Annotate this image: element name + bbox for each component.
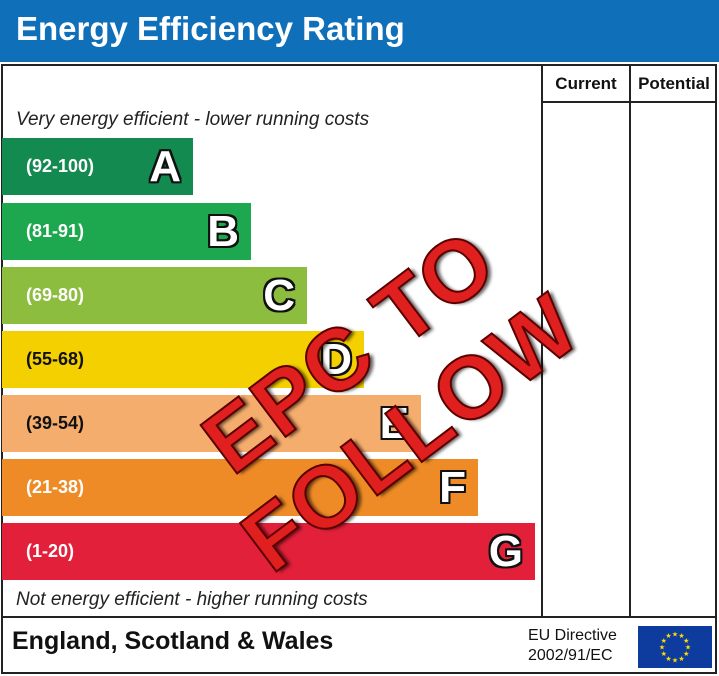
band-range: (55-68) [26,349,85,369]
eu-star-icon: ★ [659,644,665,652]
eu-star-icon: ★ [678,655,684,663]
band-letter: G [488,527,523,576]
region-label: England, Scotland & Wales [12,627,334,655]
eu-star-icon: ★ [685,644,691,652]
band-range: (92-100) [26,156,95,176]
band-range: (39-54) [26,413,85,433]
eu-flag-icon: ★ ★ ★ ★ ★ ★ ★ ★ ★ ★ ★ ★ [638,626,712,668]
column-header-divider [541,101,717,103]
caption-top: Very energy efficient - lower running co… [16,109,370,130]
band-range: (1-20) [26,541,75,561]
eu-star-icon: ★ [683,650,689,658]
band-g: (1-20) G [2,523,535,580]
eu-star-icon: ★ [683,637,689,645]
eu-star-icon: ★ [678,632,684,640]
band-letter: B [207,207,239,256]
eu-directive-line1: EU Directive [528,627,617,644]
eu-star-icon: ★ [672,631,678,639]
band-e: (39-54) E [2,395,421,452]
band-range: (21-38) [26,477,85,497]
eu-star-icon: ★ [665,655,671,663]
header-bar: Energy Efficiency Rating [0,0,719,62]
column-divider-potential [629,64,631,618]
eu-star-icon: ★ [661,650,667,658]
band-letter: F [439,463,466,512]
band-b: (81-91) B [2,203,251,260]
band-letter: D [320,335,352,384]
band-range: (81-91) [26,221,85,241]
eu-star-icon: ★ [672,657,678,665]
footer-divider [1,616,717,618]
column-divider-current [541,64,543,618]
band-letter: E [379,399,409,448]
band-letter: A [149,142,181,191]
band-a: (92-100) A [2,138,193,195]
band-letter: C [263,271,295,320]
column-header-potential: Potential [638,74,710,93]
band-range: (69-80) [26,285,85,305]
caption-bottom: Not energy efficient - higher running co… [16,589,368,610]
eu-directive: EU Directive 2002/91/EC [528,626,617,666]
band-d: (55-68) D [2,331,364,388]
eu-star-icon: ★ [665,632,671,640]
band-c: (69-80) C [2,267,307,324]
page-title: Energy Efficiency Rating [16,10,405,47]
column-header-current: Current [555,74,617,93]
band-f: (21-38) F [2,459,478,516]
eu-directive-line2: 2002/91/EC [528,647,613,664]
eu-star-icon: ★ [661,637,667,645]
